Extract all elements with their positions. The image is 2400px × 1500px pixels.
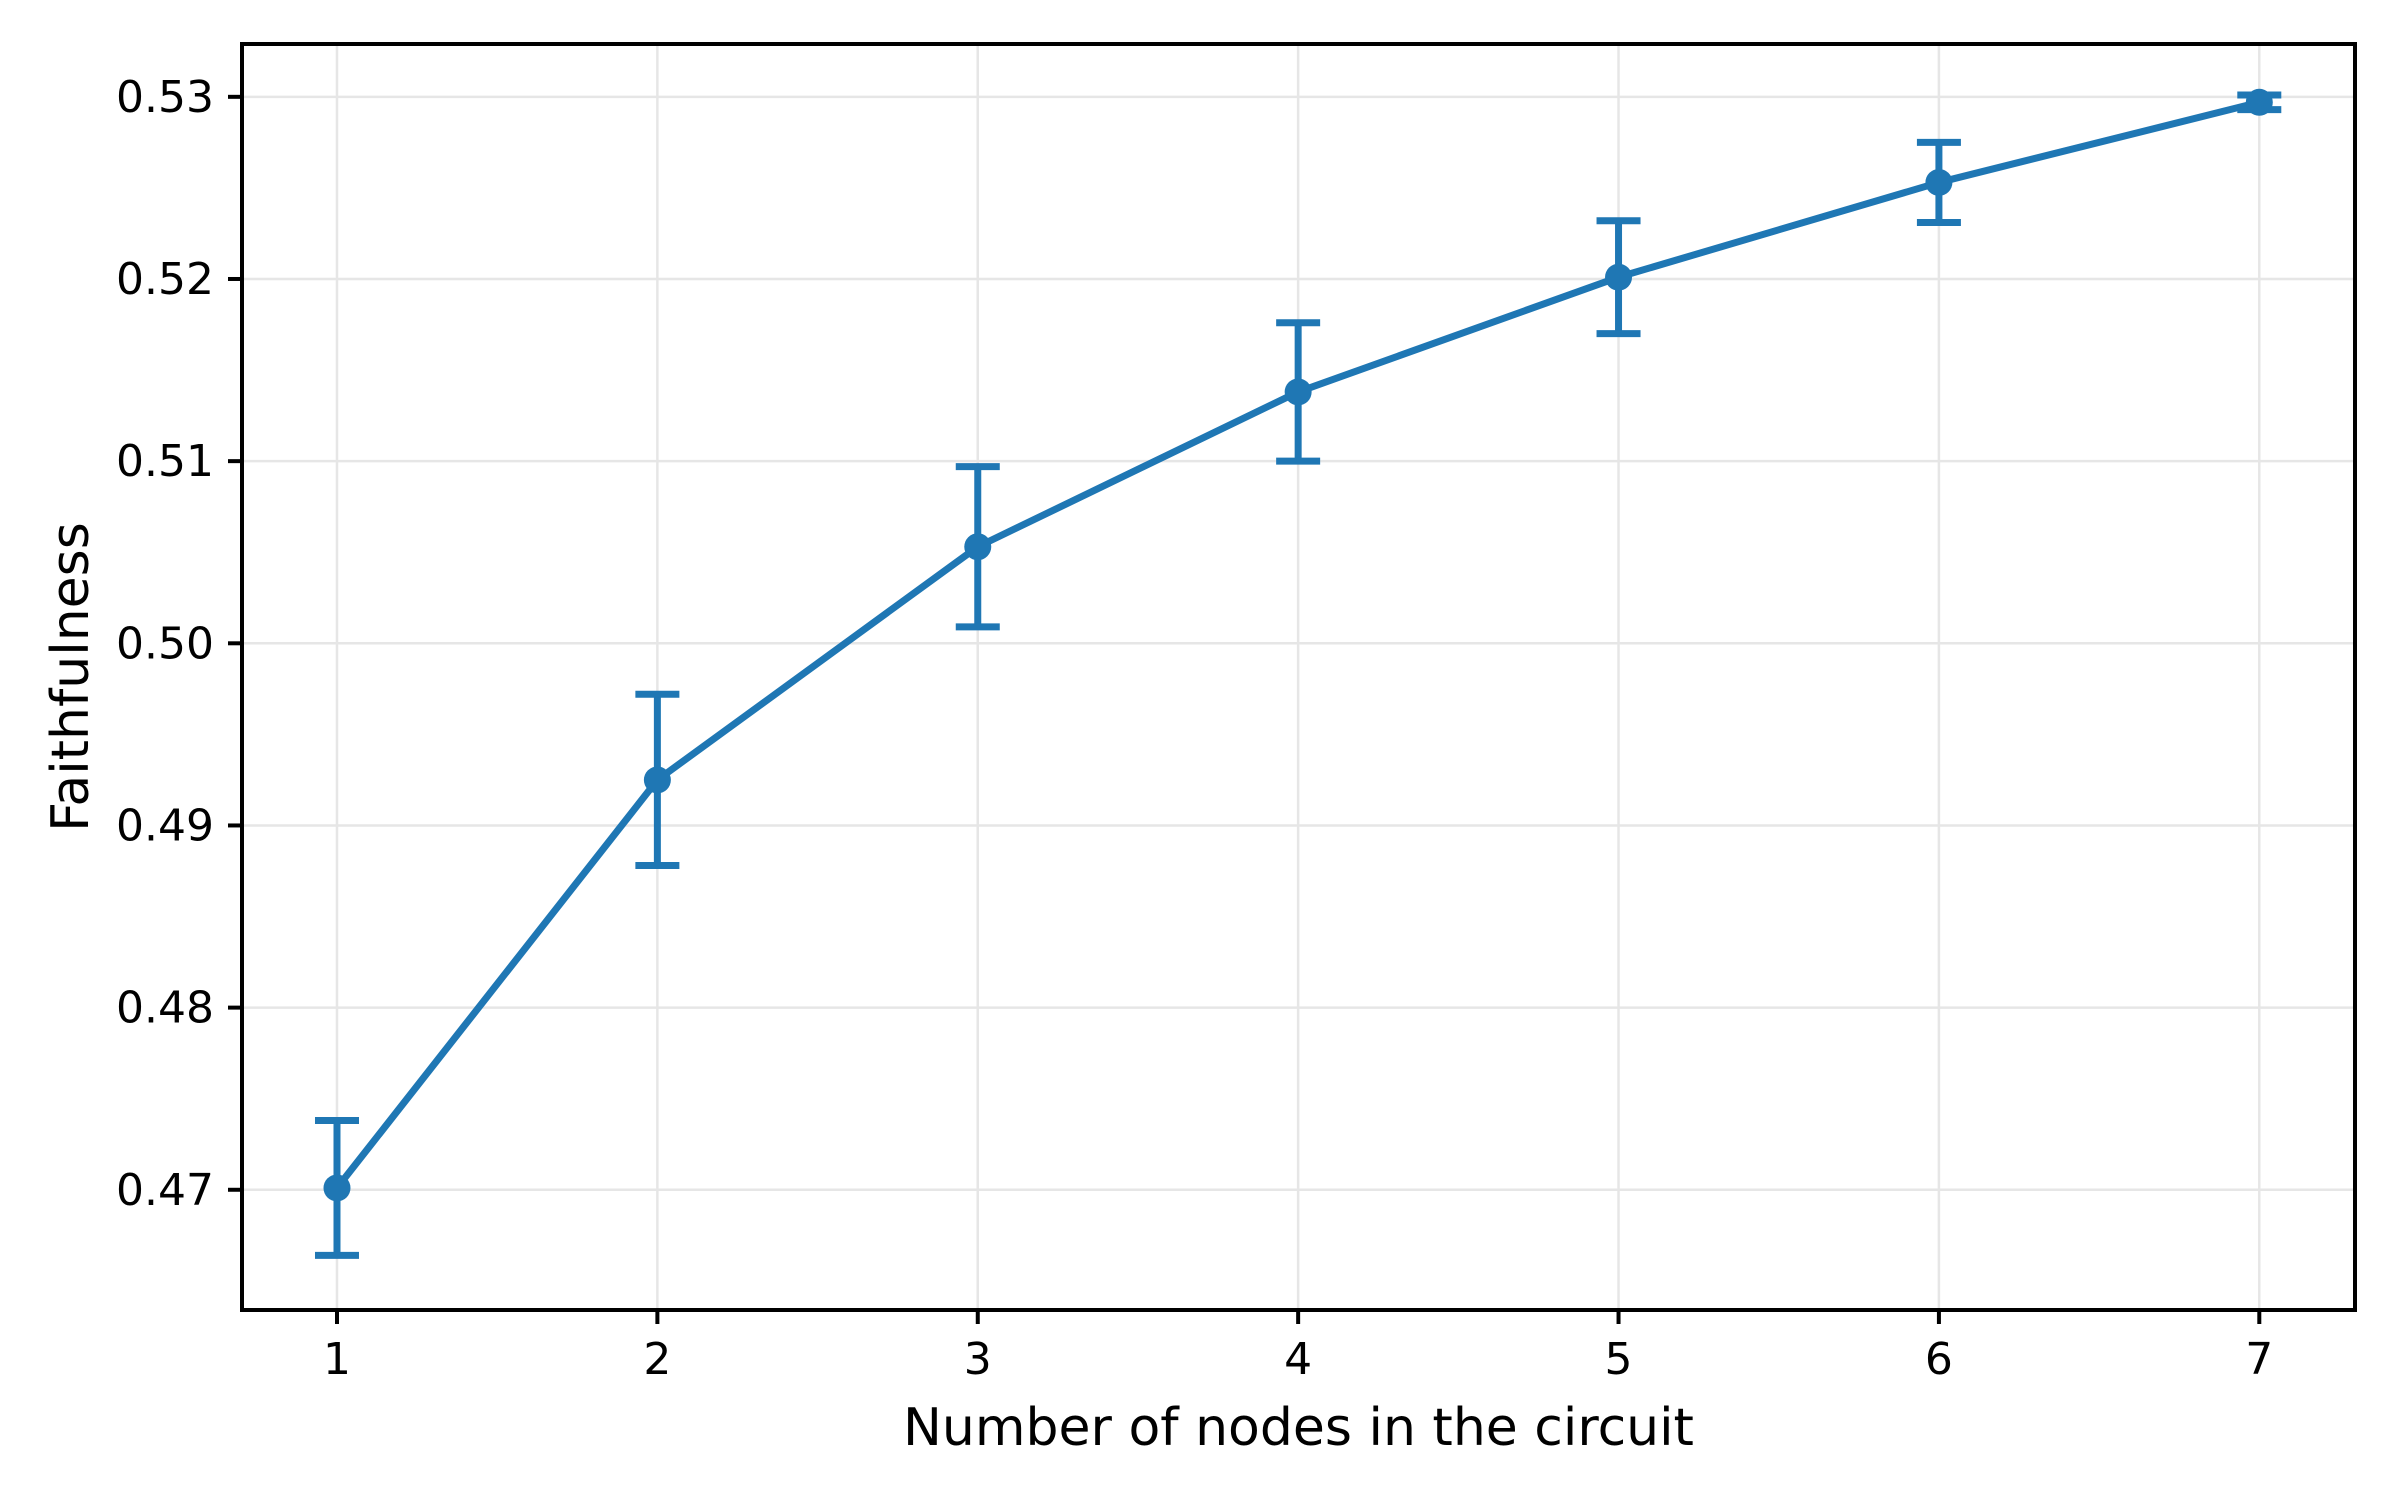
series-faithfulness-vs-nodes <box>314 88 2282 1259</box>
y-tick-label: 0.50 <box>116 618 214 669</box>
series-layer <box>314 88 2282 1259</box>
y-axis-label: Faithfulness <box>41 522 101 832</box>
x-axis-label: Number of nodes in the circuit <box>903 1398 1694 1458</box>
y-tick-label: 0.51 <box>116 436 214 487</box>
x-tick-label: 5 <box>1605 1334 1633 1385</box>
data-point-marker <box>1925 168 1953 196</box>
tick-labels-layer: 1 2 3 4 5 6 7 0.47 0.48 0.49 0.50 0.51 0.52 0.53 <box>116 72 2273 1385</box>
y-tick-label: 0.53 <box>116 72 214 123</box>
x-tick-label: 6 <box>1925 1334 1953 1385</box>
data-point-marker <box>2245 88 2273 116</box>
grid-layer <box>242 44 2355 1310</box>
x-tick-label: 2 <box>643 1334 671 1385</box>
data-point-marker <box>643 766 671 794</box>
x-tick-label: 1 <box>323 1334 351 1385</box>
ticks-layer <box>228 94 2262 1324</box>
data-point-marker <box>1605 263 1633 291</box>
data-point-marker <box>1284 378 1312 406</box>
y-tick-label: 0.48 <box>116 983 214 1034</box>
y-tick-label: 0.47 <box>116 1165 214 1216</box>
plot-border <box>240 42 2357 1312</box>
x-tick-label: 3 <box>964 1334 992 1385</box>
data-point-marker <box>964 533 992 561</box>
x-tick-label: 7 <box>2245 1334 2273 1385</box>
y-tick-label: 0.52 <box>116 254 214 305</box>
data-point-marker <box>323 1174 351 1202</box>
y-tick-label: 0.49 <box>116 800 214 851</box>
x-tick-label: 4 <box>1284 1334 1312 1385</box>
